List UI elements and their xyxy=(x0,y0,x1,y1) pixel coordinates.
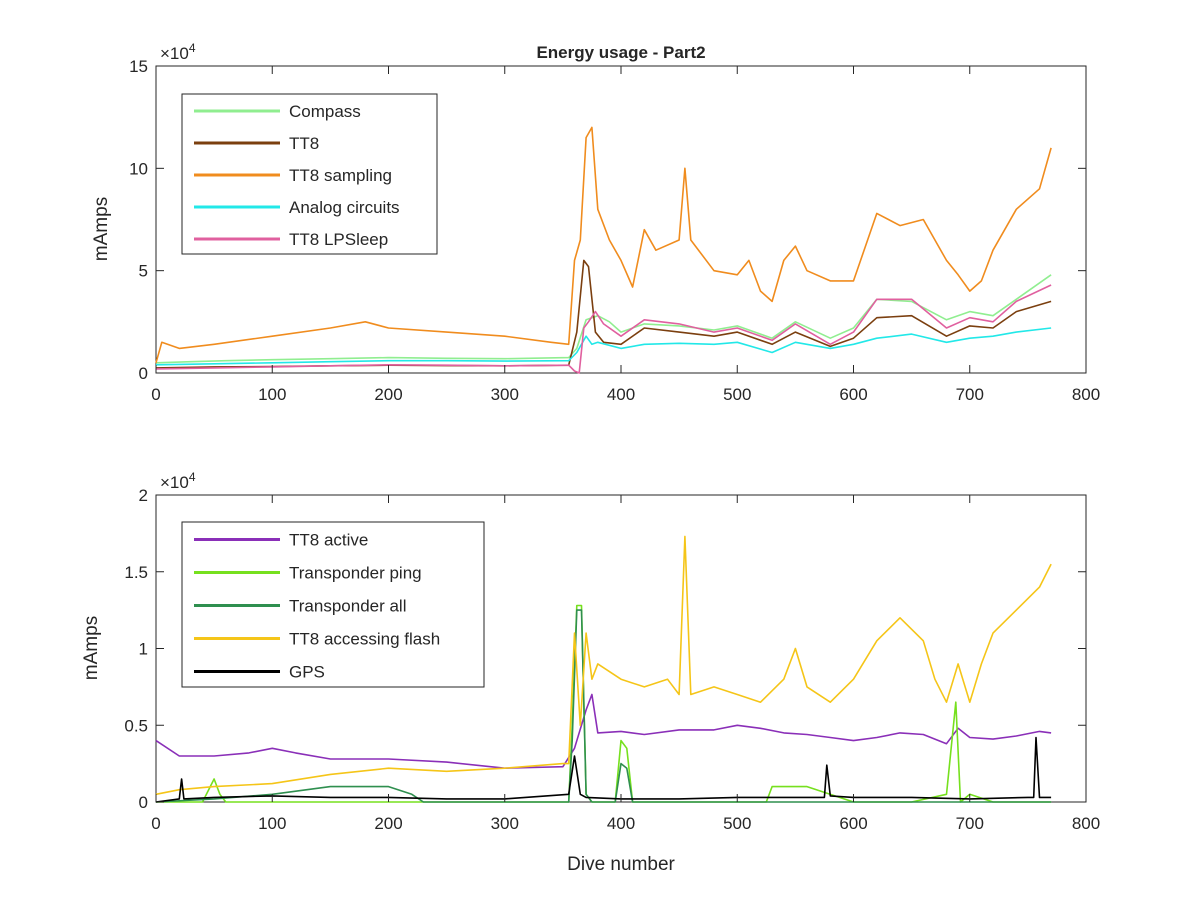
chart-bottom-multiplier-exp: 4 xyxy=(189,470,196,484)
chart-top-series-3 xyxy=(155,327,1052,366)
chart-bottom-legend-label: Transponder all xyxy=(289,597,407,616)
chart-top-series-2 xyxy=(155,126,1052,364)
chart-bottom-series-3 xyxy=(155,535,1052,796)
chart-top-xtick-label: 0 xyxy=(151,385,160,404)
chart-top-series xyxy=(155,126,1052,374)
chart-bottom-xtick-label: 0 xyxy=(151,814,160,833)
chart-bottom-xtick-label: 100 xyxy=(258,814,286,833)
svg-text:×104: ×104 xyxy=(160,470,196,492)
chart-bottom-xtick-label: 600 xyxy=(839,814,867,833)
chart-bottom-ytick-label: 0 xyxy=(139,793,148,812)
chart-top-xtick-label: 200 xyxy=(374,385,402,404)
chart-top-legend-label: TT8 sampling xyxy=(289,166,392,185)
chart-bottom-ytick-label: 0.5 xyxy=(124,716,148,735)
chart-bottom-series-0 xyxy=(155,693,1052,770)
chart-bottom: ×104 0 100 200 300 400 500 600 700 80000.511.52 … xyxy=(81,470,1100,875)
chart-top-xtick-label: 100 xyxy=(258,385,286,404)
chart-bottom-ylabel: mAmps xyxy=(81,616,102,680)
chart-top-multiplier-exp: 4 xyxy=(189,41,196,55)
chart-bottom-ticks: 0 100 200 300 400 500 600 700 800 0 0.5 1 1.5 2 xyxy=(124,486,1100,833)
chart-bottom-legend-label: TT8 active xyxy=(289,531,368,550)
chart-bottom-multiplier-base: ×10 xyxy=(160,473,189,492)
chart-bottom-legend: TT8 active Transponder ping Transponder al… xyxy=(181,521,485,688)
chart-top-ytick-label: 10 xyxy=(129,159,148,178)
chart-bottom-xtick-label: 400 xyxy=(607,814,635,833)
chart-top-xtick-label: 400 xyxy=(607,385,635,404)
chart-top-ytick-label: 5 xyxy=(139,262,148,281)
chart-top-multiplier: ×104 xyxy=(160,41,196,63)
chart-bottom-legend-label: TT8 accessing flash xyxy=(289,630,440,649)
chart-bottom-xtick-label: 500 xyxy=(723,814,751,833)
chart-top-xtick-label: 500 xyxy=(723,385,751,404)
chart-top-ytick-label: 15 xyxy=(129,57,148,76)
chart-bottom-xlabel: Dive number xyxy=(567,854,675,875)
chart-bottom-legend-label: GPS xyxy=(289,663,325,682)
chart-top-ticks: 0 100 200 300 400 500 600 700 800 0 5 10 15 xyxy=(129,57,1100,404)
chart-bottom-series-2 xyxy=(155,609,1052,803)
chart-bottom-legend-label: Transponder ping xyxy=(289,564,422,583)
chart-bottom-xtick-label: 200 xyxy=(374,814,402,833)
chart-bottom-multiplier: ×104 xyxy=(160,470,196,492)
chart-top-ytick-label: 0 xyxy=(139,364,148,383)
chart-top-multiplier-base: ×10 xyxy=(160,44,189,63)
chart-top-legend-label: TT8 LPSleep xyxy=(289,230,388,249)
chart-top-xtick-label: 700 xyxy=(956,385,984,404)
chart-top-xtick-label: 600 xyxy=(839,385,867,404)
chart-bottom-xtick-label: 800 xyxy=(1072,814,1100,833)
chart-top-ylabel: mAmps xyxy=(91,197,112,261)
chart-top-xtick-label: 300 xyxy=(491,385,519,404)
svg-text:×104: ×104 xyxy=(160,41,196,63)
chart-bottom-xtick-label: 700 xyxy=(956,814,984,833)
chart-top-xtick-label: 800 xyxy=(1072,385,1100,404)
chart-top-legend: Compass TT8 TT8 sampling Analog circuits TT8… xyxy=(181,93,438,255)
chart-top-series-0 xyxy=(155,274,1052,364)
chart-top-title: Energy usage - Part2 xyxy=(536,43,705,62)
chart-bottom-ytick-label: 2 xyxy=(139,486,148,505)
chart-bottom-ytick-label: 1 xyxy=(139,640,148,659)
chart-bottom-ytick-label: 1.5 xyxy=(124,563,148,582)
chart-bottom-xtick-label: 300 xyxy=(491,814,519,833)
chart-top-legend-label: Compass xyxy=(289,102,361,121)
chart-top: Energy usage - Part2 ×104 0 100 200 300 400 5… xyxy=(91,41,1100,404)
chart-top-series-4 xyxy=(155,284,1052,374)
chart-bottom-series-1 xyxy=(156,604,1052,803)
chart-top-legend-label: TT8 xyxy=(289,134,319,153)
chart-top-legend-label: Analog circuits xyxy=(289,198,400,217)
